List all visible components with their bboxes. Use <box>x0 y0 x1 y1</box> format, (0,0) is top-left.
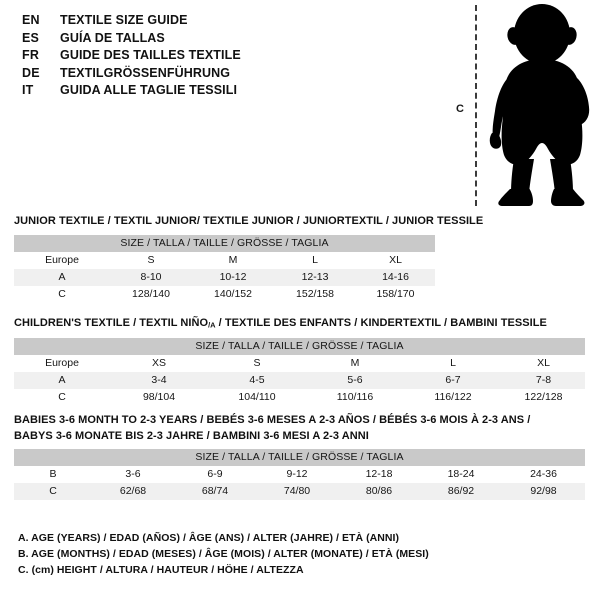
table-row: A 3-4 4-5 5-6 6-7 7-8 <box>14 372 585 390</box>
column-header-size: L <box>404 355 502 373</box>
table-band-header: SIZE / TALLA / TAILLE / GRÖSSE / TAGLIA <box>14 338 585 356</box>
table-cell: 4-5 <box>208 372 306 390</box>
table-cell: 80/86 <box>338 483 420 500</box>
table-cell: 74/80 <box>256 483 338 500</box>
measurement-legend: A. AGE (YEARS) / EDAD (AÑOS) / ÂGE (ANS)… <box>18 530 488 578</box>
table-cell: 158/170 <box>356 285 435 303</box>
legend-line-c: C. (cm) HEIGHT / ALTURA / HAUTEUR / HÖHE… <box>18 564 304 576</box>
table-cell: 116/122 <box>404 389 502 407</box>
table-cell: 140/152 <box>192 285 274 303</box>
column-header-size: XS <box>110 355 208 373</box>
table-row: Europe XS S M L XL <box>14 355 585 373</box>
column-header-size: S <box>110 251 192 269</box>
table-row: A 8-10 10-12 12-13 14-16 <box>14 268 435 286</box>
legend-line-b: B. AGE (MONTHS) / EDAD (MESES) / ÂGE (MO… <box>18 548 429 560</box>
column-header-size: XL <box>502 355 585 373</box>
table-cell: 7-8 <box>502 372 585 390</box>
language-title: TEXTILE SIZE GUIDE <box>60 13 188 27</box>
children-section-title: CHILDREN'S TEXTILE / TEXTIL NIÑO/A / TEX… <box>14 316 585 333</box>
language-code: ES <box>22 30 40 45</box>
table-cell: 6-7 <box>404 372 502 390</box>
table-cell: 122/128 <box>502 389 585 407</box>
junior-section-title: JUNIOR TEXTILE / TEXTIL JUNIOR/ TEXTILE … <box>14 215 484 227</box>
table-cell: 104/110 <box>208 389 306 407</box>
table-cell: 6-9 <box>174 466 256 483</box>
row-label-c: C <box>14 285 110 303</box>
row-label-a: A <box>14 372 110 390</box>
table-cell: 24-36 <box>502 466 585 483</box>
language-title: TEXTILGRÖSSENFÜHRUNG <box>60 65 231 80</box>
language-code: EN <box>22 13 40 27</box>
children-textile-section: CHILDREN'S TEXTILE / TEXTIL NIÑO/A / TEX… <box>14 316 585 407</box>
column-header-size: M <box>306 355 404 373</box>
column-header-size: S <box>208 355 306 373</box>
children-title-subscript: /A <box>208 320 216 330</box>
table-row: B 3-6 6-9 9-12 12-18 18-24 24-36 <box>14 466 585 483</box>
language-code: FR <box>22 48 40 62</box>
row-label-b: B <box>14 466 92 483</box>
legend-line-a: A. AGE (YEARS) / EDAD (AÑOS) / ÂGE (ANS)… <box>18 532 400 544</box>
table-cell: 8-10 <box>110 268 192 286</box>
row-label-c: C <box>14 483 92 500</box>
children-title-post: / TEXTILE DES ENFANTS / KINDERTEXTIL / B… <box>215 317 547 329</box>
language-code: DE <box>22 65 40 80</box>
table-band-header: SIZE / TALLA / TAILLE / GRÖSSE / TAGLIA <box>14 449 585 466</box>
table-cell: 92/98 <box>502 483 585 500</box>
children-size-table: SIZE / TALLA / TAILLE / GRÖSSE / TAGLIA … <box>14 338 585 407</box>
row-label-c: C <box>14 389 110 407</box>
table-cell: 18-24 <box>420 466 502 483</box>
language-row-es: ES GUÍA DE TALLAS <box>22 31 422 49</box>
language-title: GUIDA ALLE TAGLIE TESSILI <box>60 83 238 97</box>
table-cell: 5-6 <box>306 372 404 390</box>
language-row-de: DE TEXTILGRÖSSENFÜHRUNG <box>22 66 422 84</box>
height-measurement-figure: C <box>440 0 600 212</box>
junior-size-table: SIZE / TALLA / TAILLE / GRÖSSE / TAGLIA … <box>14 234 435 303</box>
table-cell: 12-13 <box>274 268 356 286</box>
table-row: C 98/104 104/110 110/116 116/122 122/128 <box>14 389 585 407</box>
row-label-a: A <box>14 268 110 286</box>
table-cell: 3-4 <box>110 372 208 390</box>
table-cell: 9-12 <box>256 466 338 483</box>
table-cell: 14-16 <box>356 268 435 286</box>
babies-band-label: SIZE / TALLA / TAILLE / GRÖSSE / TAGLIA <box>14 449 585 466</box>
column-header-size: L <box>274 251 356 269</box>
language-row-it: IT GUIDA ALLE TAGLIE TESSILI <box>22 83 422 101</box>
table-cell: 98/104 <box>110 389 208 407</box>
table-cell: 110/116 <box>306 389 404 407</box>
table-cell: 152/158 <box>274 285 356 303</box>
junior-textile-section: JUNIOR TEXTILE / TEXTIL JUNIOR/ TEXTILE … <box>14 214 483 303</box>
column-header-region: Europe <box>14 251 110 269</box>
table-row: Europe S M L XL <box>14 251 435 269</box>
children-band-label: SIZE / TALLA / TAILLE / GRÖSSE / TAGLIA <box>14 338 585 356</box>
junior-band-label: SIZE / TALLA / TAILLE / GRÖSSE / TAGLIA <box>14 234 435 252</box>
babies-section-title-line1: BABIES 3-6 MONTH TO 2-3 YEARS / BEBÉS 3-… <box>14 414 531 426</box>
child-silhouette-icon <box>489 4 590 206</box>
table-cell: 10-12 <box>192 268 274 286</box>
column-header-size: M <box>192 251 274 269</box>
column-header-size: XL <box>356 251 435 269</box>
height-measure-label: C <box>456 103 464 115</box>
babies-section-title-line2: BABYS 3-6 MONATE BIS 2-3 JAHRE / BAMBINI… <box>14 429 369 442</box>
language-title: GUIDE DES TAILLES TEXTILE <box>60 48 241 62</box>
table-cell: 62/68 <box>92 483 174 500</box>
language-row-en: EN TEXTILE SIZE GUIDE <box>22 13 422 31</box>
table-cell: 128/140 <box>110 285 192 303</box>
language-row-fr: FR GUIDE DES TAILLES TEXTILE <box>22 48 422 66</box>
table-cell: 3-6 <box>92 466 174 483</box>
table-row: C 128/140 140/152 152/158 158/170 <box>14 285 435 303</box>
children-title-pre: CHILDREN'S TEXTILE / TEXTIL NIÑO <box>14 317 209 329</box>
babies-size-table: SIZE / TALLA / TAILLE / GRÖSSE / TAGLIA … <box>14 449 585 500</box>
height-measure-line <box>475 5 477 206</box>
table-cell: 86/92 <box>420 483 502 500</box>
column-header-region: Europe <box>14 355 110 373</box>
table-band-header: SIZE / TALLA / TAILLE / GRÖSSE / TAGLIA <box>14 234 435 252</box>
table-row: C 62/68 68/74 74/80 80/86 86/92 92/98 <box>14 483 585 500</box>
table-cell: 12-18 <box>338 466 420 483</box>
language-title-list: EN TEXTILE SIZE GUIDE ES GUÍA DE TALLAS … <box>22 13 422 101</box>
language-code: IT <box>22 83 34 97</box>
language-title: GUÍA DE TALLAS <box>60 30 165 45</box>
table-cell: 68/74 <box>174 483 256 500</box>
babies-textile-section: BABIES 3-6 MONTH TO 2-3 YEARS / BEBÉS 3-… <box>14 413 585 500</box>
